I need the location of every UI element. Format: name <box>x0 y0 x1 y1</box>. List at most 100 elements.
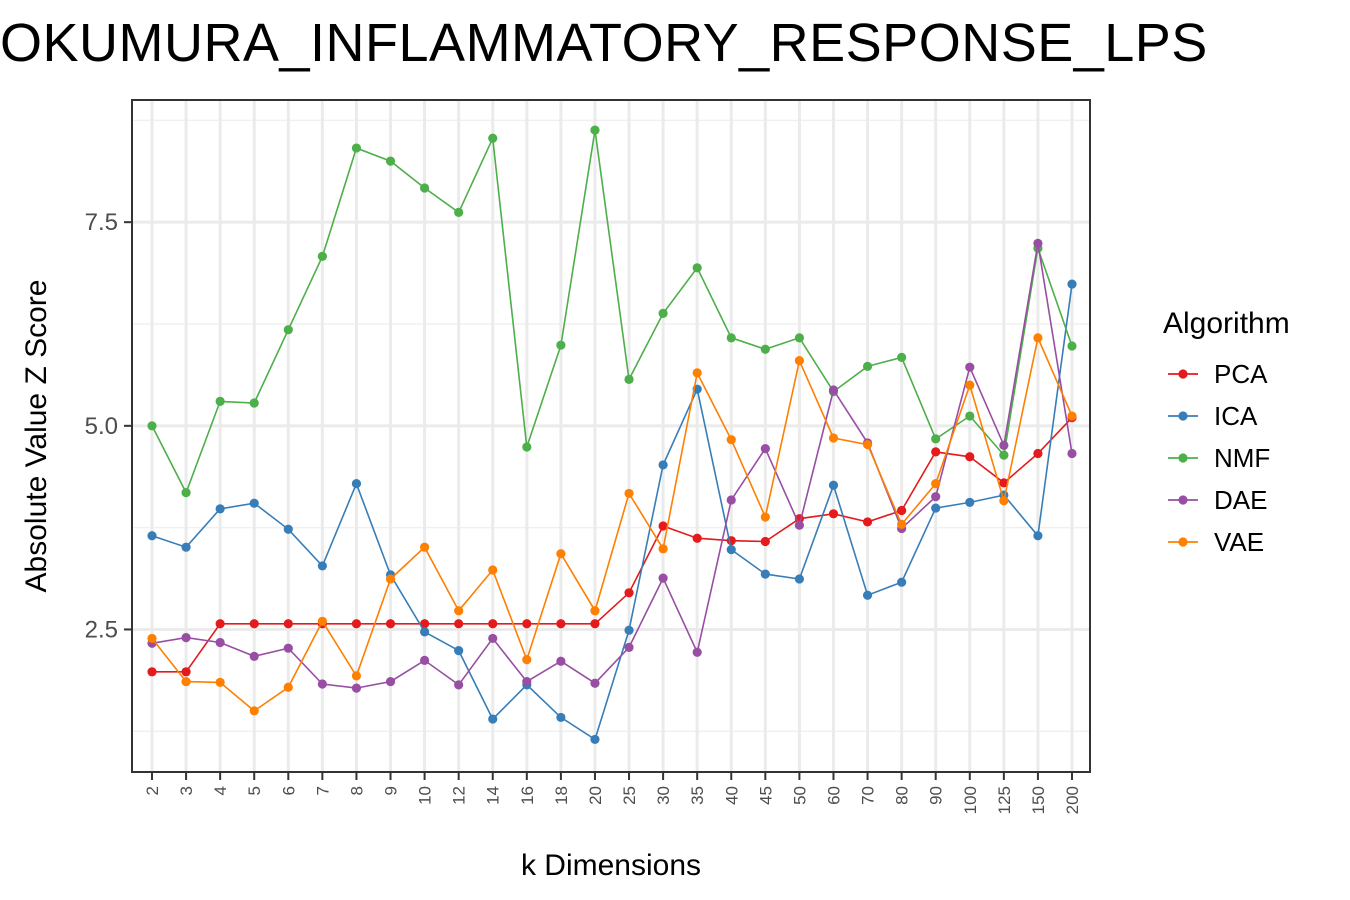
data-point-nmf <box>351 143 362 153</box>
data-point-ica <box>726 545 736 555</box>
data-point-ica <box>419 627 430 637</box>
data-point-dae <box>522 676 532 687</box>
data-point-pca <box>828 509 839 519</box>
data-point-ica <box>1067 279 1077 289</box>
legend-key-point <box>1178 495 1188 505</box>
data-point-nmf <box>726 333 736 343</box>
x-tick-label: 200 <box>1063 786 1082 814</box>
data-point-vae <box>931 479 941 489</box>
data-point-dae <box>624 642 634 652</box>
data-point-ica <box>590 734 600 745</box>
legend-label: PCA <box>1214 359 1268 389</box>
x-tick-label: 8 <box>347 786 366 795</box>
x-tick-label: 16 <box>518 786 537 805</box>
data-point-nmf <box>965 411 975 421</box>
data-point-dae <box>454 680 464 690</box>
data-point-pca <box>590 619 600 629</box>
data-point-dae <box>283 643 293 653</box>
data-point-dae <box>692 647 702 657</box>
data-point-vae <box>351 671 362 681</box>
series-line-pca <box>152 417 1073 673</box>
data-point-vae <box>828 433 839 443</box>
data-point-dae <box>1067 448 1077 459</box>
x-tick-label: 9 <box>382 786 401 795</box>
y-tick-label: 2.5 <box>85 616 118 643</box>
data-point-vae <box>999 496 1009 506</box>
x-tick-label: 30 <box>654 786 673 805</box>
series-layer <box>147 125 1077 745</box>
data-point-dae <box>488 633 498 644</box>
data-point-vae <box>283 682 293 692</box>
data-point-nmf <box>658 308 668 319</box>
data-point-ica <box>351 479 362 489</box>
y-axis: 2.5 5.0 7.5 <box>85 209 132 643</box>
data-point-ica <box>794 574 805 584</box>
x-tick-label: 60 <box>824 786 843 805</box>
x-tick-label: 150 <box>1029 786 1048 814</box>
data-point-dae <box>556 656 566 666</box>
data-point-nmf <box>488 133 498 143</box>
data-point-vae <box>658 544 668 554</box>
data-point-nmf <box>419 183 430 193</box>
data-point-ica <box>317 561 327 571</box>
series-nmf <box>147 125 1077 498</box>
data-point-pca <box>249 619 259 629</box>
data-point-dae <box>590 678 600 688</box>
series-dae <box>147 238 1077 693</box>
data-point-pca <box>385 619 396 629</box>
data-point-ica <box>181 542 191 552</box>
data-point-nmf <box>147 421 157 431</box>
data-point-dae <box>181 633 191 643</box>
data-point-dae <box>215 637 225 648</box>
chart-title: OKUMURA_INFLAMMATORY_RESPONSE_LPS <box>0 13 1208 73</box>
data-point-vae <box>488 565 498 575</box>
data-point-vae <box>1033 333 1043 343</box>
data-point-ica <box>931 503 941 513</box>
data-point-nmf <box>897 352 907 362</box>
series-vae <box>147 333 1077 716</box>
data-point-nmf <box>624 374 634 384</box>
data-point-ica <box>283 524 293 534</box>
data-point-pca <box>419 619 430 629</box>
data-point-pca <box>624 588 634 598</box>
data-point-ica <box>215 504 225 514</box>
y-axis-title: Absolute Value Z Score <box>20 280 53 593</box>
legend-item-pca: PCA <box>1168 359 1268 389</box>
data-point-dae <box>931 492 941 502</box>
data-point-dae <box>760 444 770 454</box>
data-point-pca <box>760 536 770 547</box>
data-point-nmf <box>692 263 702 273</box>
x-tick-label: 5 <box>245 786 264 795</box>
data-point-nmf <box>249 398 259 408</box>
data-point-vae <box>385 574 396 584</box>
x-tick-label: 50 <box>790 786 809 805</box>
legend-title: Algorithm <box>1163 307 1290 340</box>
data-point-vae <box>862 439 873 450</box>
data-point-nmf <box>1067 341 1077 351</box>
y-tick-label: 7.5 <box>85 209 118 236</box>
x-tick-label: 70 <box>859 786 878 805</box>
x-tick-label: 10 <box>416 786 435 805</box>
x-tick-label: 3 <box>177 786 196 795</box>
data-point-nmf <box>760 344 770 354</box>
series-ica <box>147 279 1077 745</box>
data-point-ica <box>1033 531 1043 541</box>
data-point-pca <box>181 667 191 677</box>
data-point-nmf <box>999 450 1009 460</box>
data-point-nmf <box>556 340 566 350</box>
legend-item-ica: ICA <box>1168 401 1258 431</box>
data-point-vae <box>897 519 907 529</box>
data-point-dae <box>351 683 362 693</box>
data-point-vae <box>624 488 634 499</box>
series-line-vae <box>151 335 1073 712</box>
x-tick-label: 90 <box>927 786 946 805</box>
data-point-vae <box>794 356 805 366</box>
legend-item-dae: DAE <box>1168 485 1267 515</box>
data-point-dae <box>726 495 736 505</box>
data-point-nmf <box>317 251 327 261</box>
data-point-vae <box>726 435 736 445</box>
data-point-pca <box>897 505 907 516</box>
major-grid <box>132 100 1090 772</box>
plot-panel-border <box>131 99 1091 773</box>
